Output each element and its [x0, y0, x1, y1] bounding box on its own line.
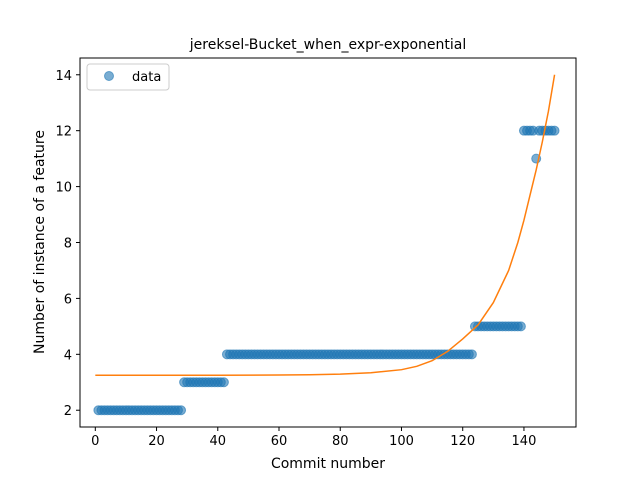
chart-title: jereksel-Bucket_when_expr-exponential	[189, 37, 466, 53]
y-tick-label: 14	[55, 69, 72, 84]
x-tick-label: 140	[512, 434, 537, 449]
data-point	[549, 125, 560, 136]
y-tick-label: 8	[64, 237, 72, 252]
y-axis-ticks: 2 4 6 8 10 12 14	[55, 69, 80, 419]
y-tick-label: 10	[55, 181, 72, 196]
x-axis-ticks: 0 20 40 60 80 100 120 140	[91, 427, 536, 449]
data-point	[218, 377, 229, 388]
y-axis-label: Number of instance of a feature	[32, 130, 48, 354]
data-point	[176, 405, 187, 416]
legend-label-data: data	[132, 70, 161, 85]
legend-marker-data	[104, 71, 114, 81]
y-tick-label: 6	[64, 292, 72, 307]
x-tick-label: 40	[210, 434, 227, 449]
fit-line	[95, 74, 556, 377]
x-tick-label: 120	[450, 434, 475, 449]
data-point	[515, 321, 526, 332]
legend-box	[86, 63, 170, 91]
data-point	[466, 349, 477, 360]
plot-marks	[93, 74, 560, 416]
x-axis-label: Commit number	[271, 456, 385, 472]
x-tick-label: 60	[271, 434, 288, 449]
x-tick-label: 100	[389, 434, 414, 449]
y-tick-label: 12	[55, 125, 72, 140]
x-tick-label: 0	[91, 434, 99, 449]
x-tick-label: 20	[148, 434, 165, 449]
x-tick-label: 80	[332, 434, 349, 449]
y-tick-label: 2	[64, 404, 72, 419]
y-tick-label: 4	[64, 348, 72, 363]
legend: data	[86, 63, 170, 91]
